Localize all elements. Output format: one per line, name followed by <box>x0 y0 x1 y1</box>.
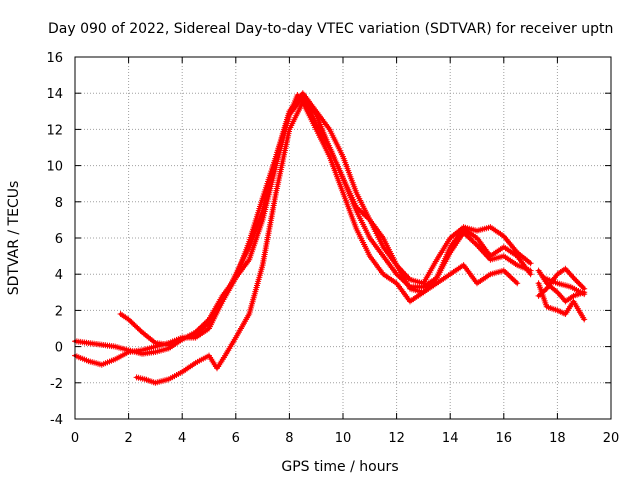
axis-ticks: 0 2 4 6 8 10 12 14 16 18 20 -4 -2 0 2 4 6 8 10 12 14 16 <box>46 51 619 446</box>
x-tick-label: 20 <box>603 431 620 446</box>
series-markers <box>72 90 534 368</box>
y-tick-label: 2 <box>55 304 63 319</box>
x-tick-label: 16 <box>496 431 513 446</box>
x-tick-label: 4 <box>178 431 186 446</box>
y-tick-label: 10 <box>46 160 63 175</box>
series-trace-5 <box>535 267 588 305</box>
y-tick-label: 8 <box>55 196 63 211</box>
x-axis-label: GPS time / hours <box>281 459 398 475</box>
y-axis-label: SDTVAR / TECUs <box>6 181 22 296</box>
series-markers <box>117 93 534 348</box>
series-markers <box>535 267 588 305</box>
series-markers <box>72 92 534 357</box>
y-tick-label: 4 <box>55 268 63 283</box>
y-tick-label: -2 <box>50 377 63 392</box>
series-trace-1 <box>72 92 534 357</box>
y-tick-label: -4 <box>50 413 63 428</box>
series-trace-4 <box>133 99 521 386</box>
x-tick-label: 6 <box>232 431 240 446</box>
x-tick-label: 18 <box>549 431 566 446</box>
series-markers <box>535 280 588 323</box>
series-markers <box>133 99 521 386</box>
y-tick-label: 0 <box>55 341 63 356</box>
y-tick-label: 14 <box>46 87 63 102</box>
plot-frame <box>74 56 612 420</box>
series-trace-8 <box>541 274 588 298</box>
y-tick-label: 16 <box>46 51 63 66</box>
data-series <box>72 90 588 386</box>
x-tick-label: 12 <box>388 431 405 446</box>
grid <box>75 57 611 419</box>
series-line <box>73 93 533 356</box>
y-tick-label: 12 <box>46 123 63 138</box>
y-tick-label: 6 <box>55 232 63 247</box>
series-trace-7 <box>535 280 588 323</box>
chart-title: Day 090 of 2022, Sidereal Day-to-day VTE… <box>48 21 613 37</box>
x-tick-label: 0 <box>71 431 79 446</box>
series-markers <box>541 274 588 298</box>
x-tick-label: 8 <box>285 431 293 446</box>
series-trace-3 <box>117 93 534 348</box>
x-tick-label: 10 <box>335 431 352 446</box>
series-trace-2 <box>72 90 534 368</box>
x-tick-label: 14 <box>442 431 459 446</box>
x-tick-label: 2 <box>124 431 132 446</box>
